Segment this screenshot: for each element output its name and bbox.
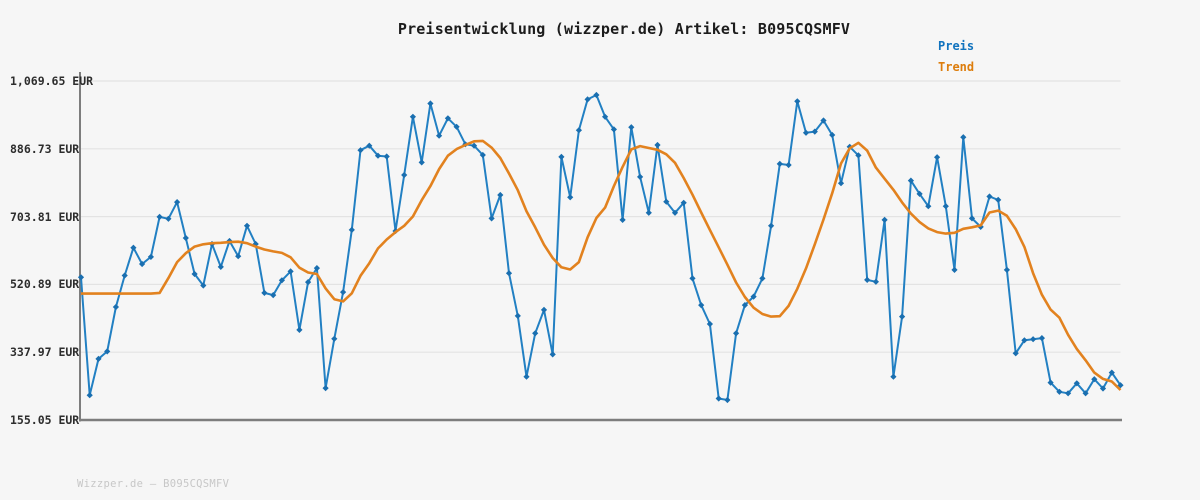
chart-title: Preisentwicklung (wizzper.de) Artikel: B… bbox=[397, 20, 851, 38]
trend-line bbox=[81, 139, 1122, 391]
y-axis-label: 703.81 EUR bbox=[10, 209, 80, 224]
y-axis-label: 155.05 EUR bbox=[10, 413, 80, 427]
y-axis-label: 886.73 EUR bbox=[10, 141, 80, 156]
y-axis-label: 1,069.65 EUR bbox=[10, 74, 94, 88]
y-axis-label: 337.97 EUR bbox=[10, 345, 80, 360]
price-markers bbox=[77, 91, 1124, 404]
watermark-text: Wizzper.de — B095CQSMFV bbox=[77, 478, 230, 490]
legend-label-trend: Trend bbox=[938, 60, 975, 74]
y-axis-label: 520.89 EUR bbox=[10, 277, 80, 292]
legend-label-preis: Preis bbox=[938, 39, 975, 53]
price-line bbox=[80, 94, 1122, 401]
